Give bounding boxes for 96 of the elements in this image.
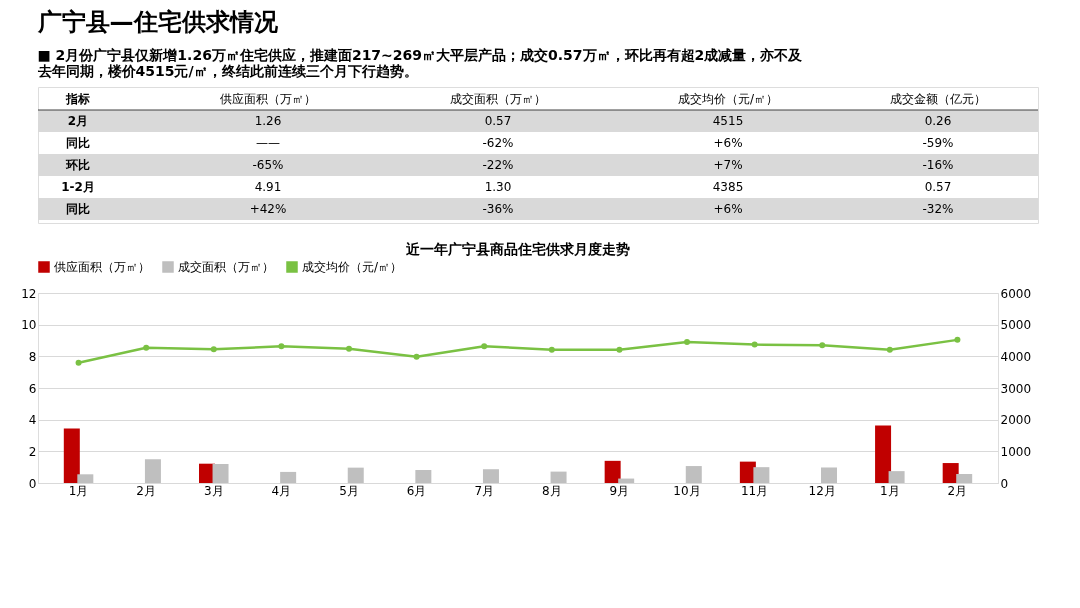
chart-title: 近一年广宁县商品住宅供求月度走势 [405,241,630,257]
point [548,346,555,353]
bar [685,466,702,483]
bar [415,470,432,483]
text: -36% [482,202,514,216]
y-tick-label: 0 [28,476,37,491]
y2-tick-label: 5000 [1000,318,1032,333]
text: -65% [252,158,284,172]
y2-tick-label: 4000 [1000,349,1032,364]
point [413,353,420,360]
text: 成交金额（亿元） [890,92,986,106]
text: 环比 [65,158,90,172]
text: ■ 2月份广宁县仅新增1.26万㎡住宅供应，推建面217~269㎡大平层产品；成交0.57万㎡，环比再有超2成减量，亦不及去年同期，楼价4515元/㎡，终结此前连续三个月下行趋势。 [36,47,804,79]
x-tick-label: 4月 [271,483,292,498]
bar [77,474,94,483]
y2-tick-label: 1000 [1000,444,1032,459]
point [481,343,488,350]
text: 4385 [712,180,744,194]
text: +6% [713,136,743,150]
x-tick-label: 2月 [947,483,968,498]
x-tick-label: 12月 [808,483,836,498]
y-tick-label: 4 [28,413,37,428]
text: 供应面积（万㎡） [220,92,316,106]
text: 同比 [66,136,90,150]
bar [63,428,80,483]
text: -32% [922,202,954,216]
x-tick-label: 6月 [406,483,427,498]
text: +6% [713,202,743,216]
y2-tick-label: 2000 [1000,413,1032,428]
y2-tick-label: 3000 [1000,381,1032,396]
point [616,346,623,353]
bar [942,463,959,483]
text: 1.30 [484,180,512,194]
bar [618,478,635,483]
point [886,346,893,353]
x-tick-label: 1月 [880,483,900,498]
bar [820,467,837,483]
bar [482,469,499,483]
point [210,346,217,353]
bar [888,471,905,483]
legend-label: 供应面积（万㎡） [54,260,150,274]
x-tick-label: 9月 [609,483,630,498]
text: 2月 [67,114,89,128]
text: 0.57 [484,114,512,128]
text: -62% [482,136,514,150]
x-tick-label: 5月 [339,483,359,498]
bar [956,473,973,483]
point [954,336,961,343]
text: +7% [713,158,743,172]
bar [875,425,892,483]
text: —— [256,136,280,150]
legend-label: 成交面积（万㎡） [178,260,274,274]
y-tick-label: 8 [28,349,37,364]
x-tick-label: 11月 [740,483,769,498]
text: 0.26 [924,114,952,128]
text: -22% [482,158,514,172]
text: 成交面积（万㎡） [450,92,546,106]
x-tick-label: 3月 [203,483,224,498]
y-tick-label: 2 [28,444,37,459]
text: 1.26 [254,114,282,128]
point [75,359,82,366]
x-tick-label: 10月 [673,483,701,498]
point [819,342,826,349]
legend-label: 成交均价（元/㎡） [302,260,403,274]
x-tick-label: 2月 [136,483,156,498]
y-tick-label: 10 [21,318,37,333]
point [278,343,285,350]
bar [604,460,621,483]
y-tick-label: 12 [21,286,37,301]
bar [753,467,770,483]
bar [347,467,364,483]
text: 4.91 [254,180,282,194]
bar [212,464,229,483]
text: 广宁县—住宅供求情况 [36,8,279,36]
bar [280,471,297,483]
text: 0.57 [924,180,952,194]
text: 成交均价（元/㎡） [677,92,779,106]
text: 指标 [65,92,90,106]
y-tick-label: 6 [28,381,37,396]
point [751,341,758,348]
y2-tick-label: 0 [1000,476,1009,491]
x-tick-label: 8月 [541,483,562,498]
point [684,339,691,346]
bar [144,459,161,483]
bar [550,471,567,483]
text: 4515 [712,114,744,128]
point [143,344,150,351]
text: +42% [249,202,287,216]
text: -16% [922,158,954,172]
text: 1-2月 [61,180,95,194]
y2-tick-label: 6000 [1000,286,1032,301]
text: -59% [922,136,954,150]
x-tick-label: 1月 [68,483,89,498]
text: 同比 [66,202,90,216]
x-tick-label: 7月 [474,483,495,498]
point [345,345,352,352]
